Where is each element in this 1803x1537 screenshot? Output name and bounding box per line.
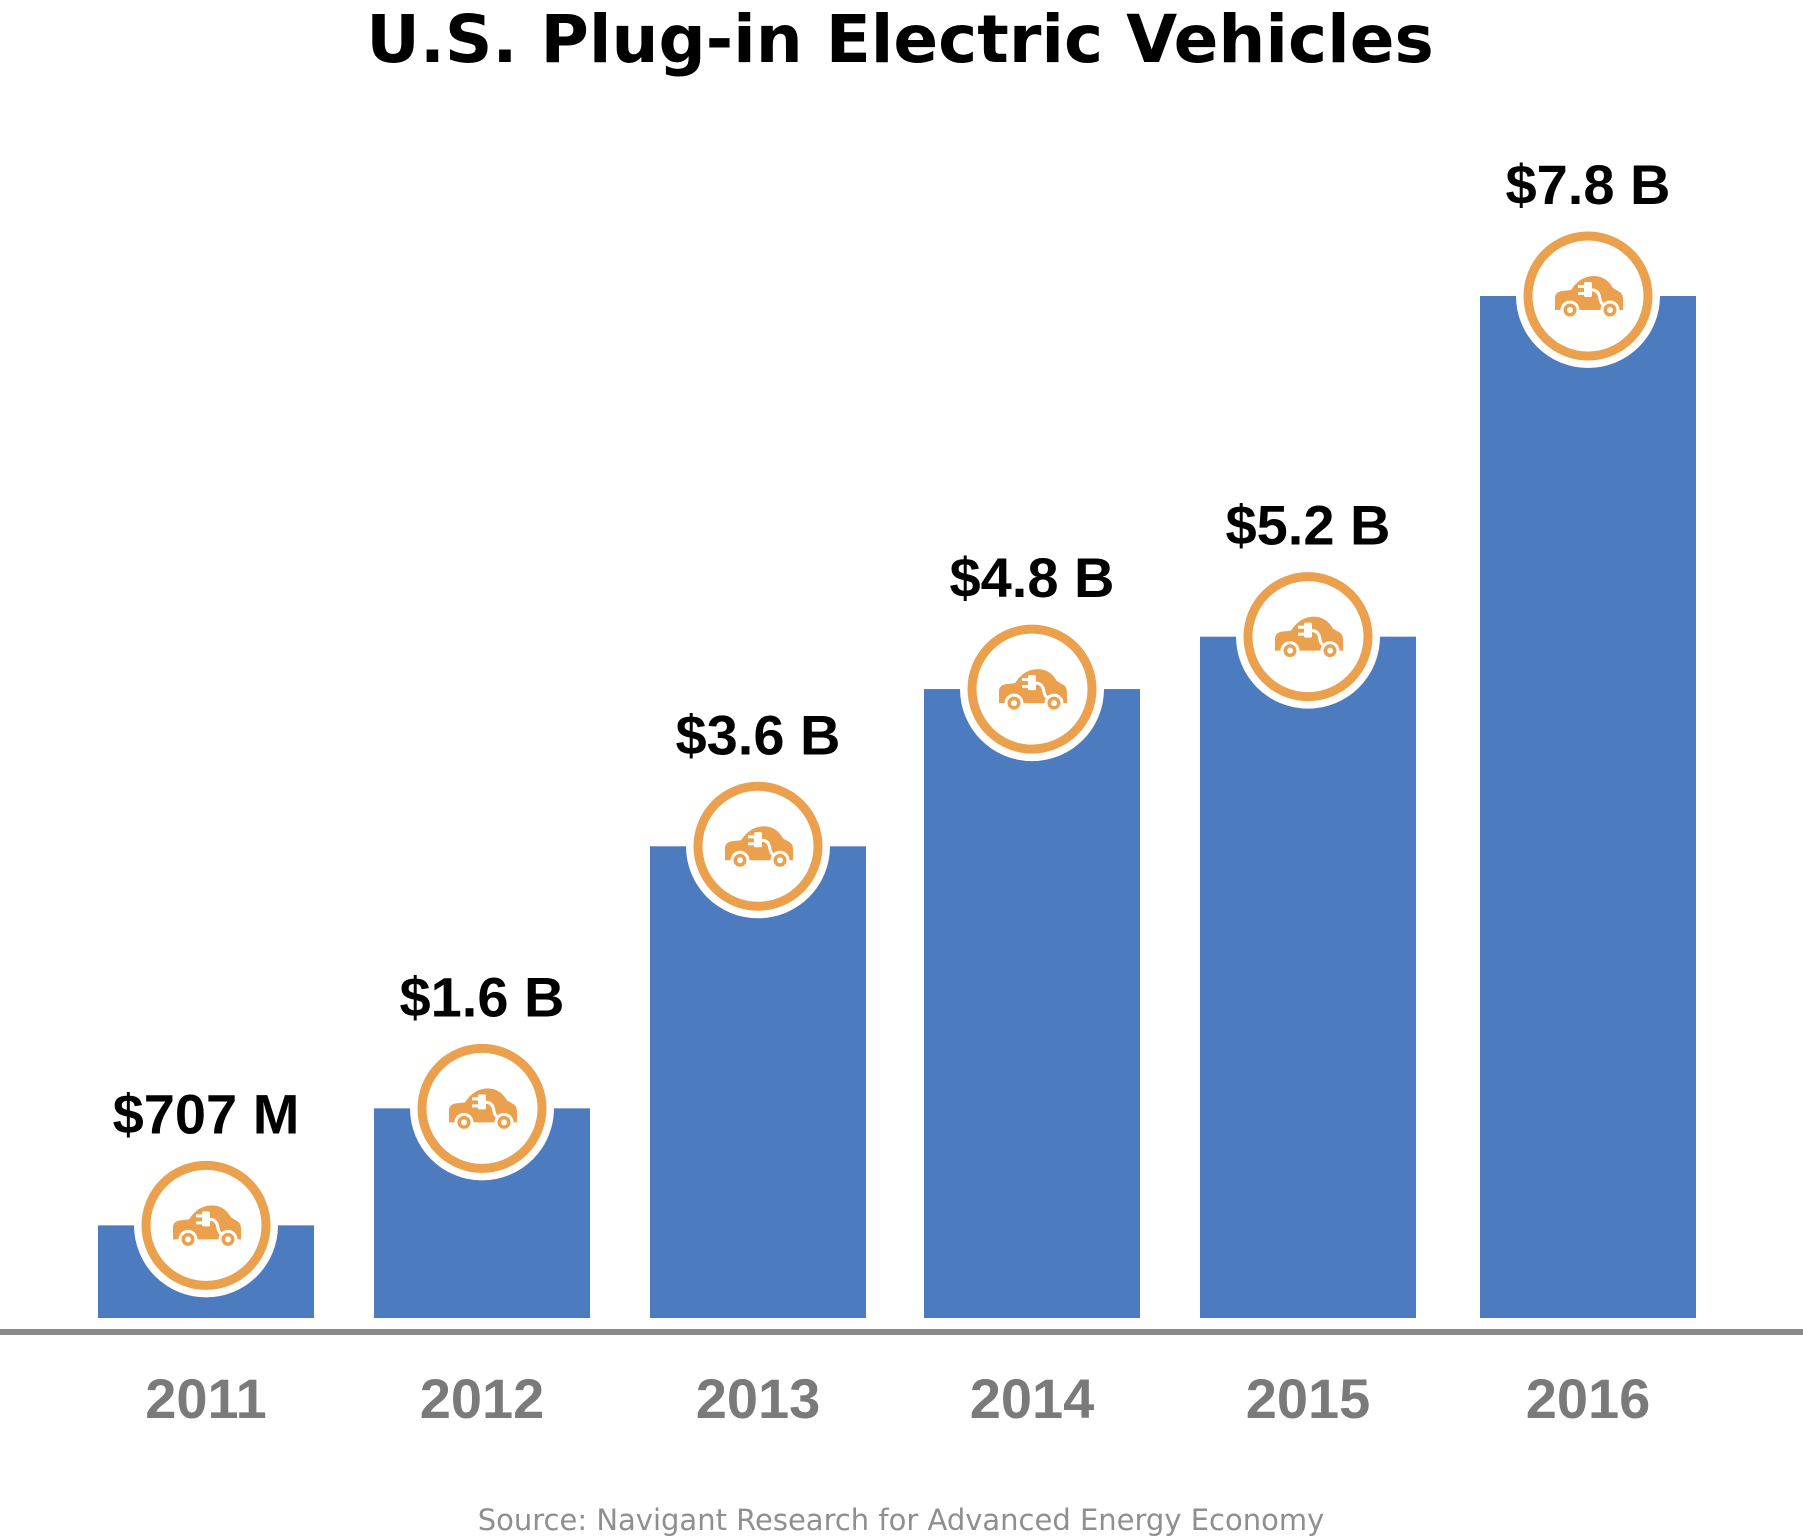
data-label-2016: $7.8 B (1506, 153, 1671, 216)
x-tick-label-2016: 2016 (1526, 1367, 1651, 1430)
bar-badge-2013 (686, 774, 830, 919)
bar-badge-2016 (1516, 224, 1660, 368)
bar-badge-2015 (1236, 564, 1380, 709)
bar-badge-2011 (134, 1153, 278, 1298)
data-label-2011: $707 M (113, 1082, 300, 1145)
bar-2016 (1480, 296, 1696, 1318)
data-label-2012: $1.6 B (400, 965, 565, 1028)
x-tick-label-2015: 2015 (1246, 1367, 1371, 1430)
data-label-2013: $3.6 B (676, 703, 841, 766)
bar-2014 (924, 689, 1140, 1318)
x-tick-label-2014: 2014 (970, 1367, 1095, 1430)
chart-title: U.S. Plug-in Electric Vehicles (366, 1, 1434, 78)
x-tick-label-2011: 2011 (145, 1367, 267, 1430)
source-note: Source: Navigant Research for Advanced E… (478, 1503, 1325, 1537)
bar-badge-2012 (410, 1036, 554, 1181)
data-label-2014: $4.8 B (950, 546, 1115, 609)
x-tick-label-2012: 2012 (420, 1367, 545, 1430)
bar-badge-2014 (960, 617, 1104, 762)
x-tick-label-2013: 2013 (696, 1367, 821, 1430)
data-label-2015: $5.2 B (1226, 494, 1391, 557)
bar-2015 (1200, 636, 1416, 1318)
bar-2013 (650, 846, 866, 1318)
